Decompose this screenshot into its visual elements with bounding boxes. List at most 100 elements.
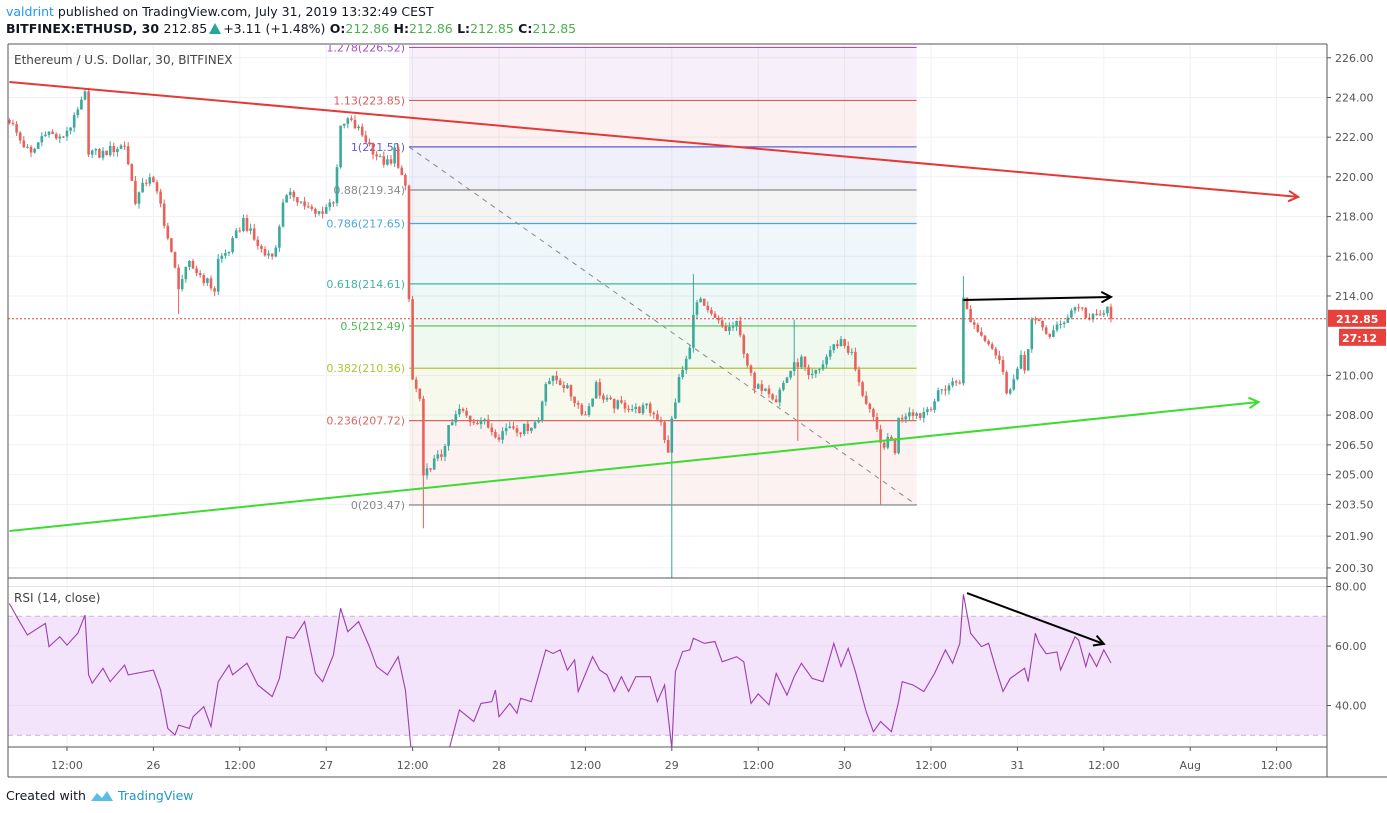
candle-body — [954, 381, 958, 383]
candle-body — [314, 209, 317, 214]
fib-level-label: 0.88(219.34) — [333, 184, 405, 197]
candle-body — [317, 211, 321, 214]
candle-body — [202, 275, 206, 283]
fib-price: 214.61 — [362, 278, 401, 291]
candle-body — [710, 310, 713, 314]
candle-body — [526, 423, 530, 431]
price-tick-label: 203.50 — [1335, 498, 1374, 511]
countdown-badge — [1339, 328, 1386, 346]
low-value: 212.85 — [470, 21, 514, 36]
candle-body — [612, 399, 616, 409]
candle-body — [378, 156, 382, 158]
candle-body — [483, 419, 486, 422]
candle-body — [87, 91, 90, 155]
candle-body — [706, 305, 710, 311]
candle-body — [1019, 354, 1023, 369]
candle-body — [1034, 319, 1037, 321]
candle-body — [342, 123, 346, 126]
time-tick-label: 12:00 — [224, 759, 256, 772]
candle-body — [209, 278, 213, 289]
fib-zone — [409, 146, 917, 190]
candle-body — [519, 432, 522, 435]
candle-body — [404, 174, 407, 186]
candle-body — [684, 358, 688, 370]
candle-body — [911, 412, 915, 416]
candle-body — [792, 362, 796, 371]
price-tick-label: 206.50 — [1335, 439, 1374, 452]
candle-body — [112, 145, 116, 152]
fib-level-label: 0(203.47) — [351, 499, 405, 512]
candle-body — [263, 248, 267, 256]
fib-level-label: 0.786(217.65) — [326, 218, 405, 231]
candle-body — [936, 390, 940, 402]
candle-body — [951, 381, 954, 386]
candle-body — [663, 422, 666, 440]
candle-body — [882, 442, 886, 448]
publish-info: valdrint published on TradingView.com, J… — [6, 4, 434, 19]
candle-body — [62, 136, 65, 138]
candle-body — [47, 131, 51, 135]
candle-body — [771, 394, 774, 400]
candle-body — [746, 353, 749, 366]
candle-body — [436, 454, 440, 459]
candle-body — [767, 388, 771, 395]
author-link[interactable]: valdrint — [6, 4, 54, 19]
candle-body — [206, 278, 209, 283]
candle-body — [472, 421, 476, 424]
fib-ratio: 0.618 — [326, 278, 358, 291]
candle-body — [1030, 319, 1034, 350]
candle-body — [922, 412, 926, 418]
candle-body — [908, 412, 911, 417]
symbol-label: BITFINEX:ETHUSD, 30 — [6, 21, 160, 36]
candle-body — [54, 133, 58, 139]
candle-body — [58, 136, 62, 139]
candle-body — [368, 142, 371, 145]
candle-body — [1095, 314, 1098, 316]
fib-level-label: 0.236(207.72) — [326, 415, 405, 428]
candle-body — [1091, 314, 1095, 320]
candle-body — [1016, 368, 1019, 380]
candle-body — [994, 348, 998, 356]
open-label: O: — [329, 21, 346, 36]
candle-body — [648, 403, 652, 413]
candle-body — [720, 320, 724, 326]
candle-body — [454, 414, 458, 423]
candle-body — [288, 191, 292, 196]
publish-text: published on TradingView.com, July 31, 2… — [53, 4, 434, 19]
candle-body — [807, 367, 810, 376]
price-tick-label: 214.00 — [1335, 290, 1374, 303]
arrowhead-icon — [1092, 634, 1106, 647]
candle-body — [321, 211, 324, 214]
tradingview-brand-link[interactable]: TradingView — [117, 788, 194, 803]
fibonacci-retracement[interactable]: 0(203.47) 0.236(207.72) 0.382(210.36) 0.5(2… — [326, 41, 917, 512]
resistance-trendline — [9, 81, 1299, 198]
candle-body — [796, 362, 800, 368]
rsi-band-fill — [8, 616, 1327, 736]
footer: Created with TradingView — [6, 788, 194, 803]
fib-price: 219.34 — [362, 184, 401, 197]
candle-body — [1052, 330, 1055, 337]
fib-ratio: 0.88 — [333, 184, 358, 197]
candle-body — [645, 403, 648, 406]
candle-body — [393, 147, 396, 164]
candle-body — [774, 399, 778, 403]
candle-body — [573, 396, 576, 404]
candle-body — [22, 140, 26, 148]
candle-body — [900, 417, 904, 420]
candle-body — [584, 414, 587, 416]
open-value: 212.86 — [345, 21, 390, 36]
candle-body — [1055, 324, 1059, 331]
time-tick-label: 27 — [319, 759, 333, 772]
time-tick-label: 12:00 — [1088, 759, 1120, 772]
fib-ratio: 0.382 — [326, 362, 358, 375]
candle-body — [868, 403, 872, 410]
trendline-drawings[interactable] — [9, 81, 1301, 532]
candle-body — [364, 135, 368, 143]
candle-body — [278, 226, 281, 248]
candle-body — [173, 251, 177, 268]
countdown-label: 27:12 — [1342, 332, 1377, 345]
candle-body — [461, 408, 465, 411]
candle-body — [810, 373, 814, 376]
candle-body — [926, 409, 929, 413]
